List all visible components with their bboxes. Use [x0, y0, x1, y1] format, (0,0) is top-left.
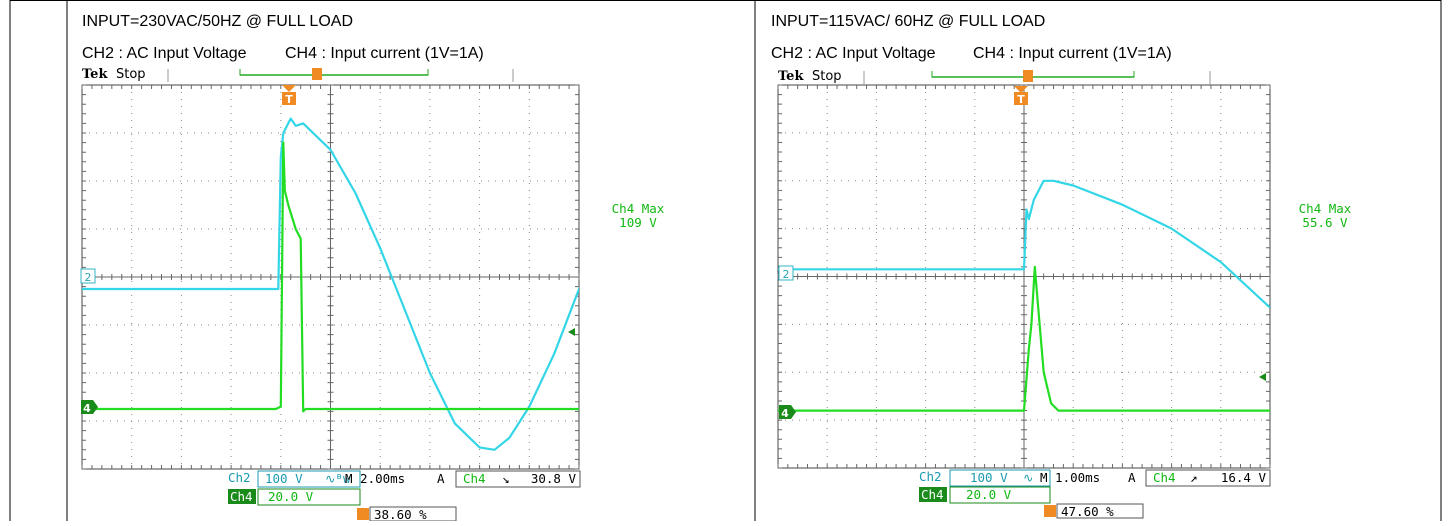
readout-ch4-label: Ch4 — [230, 489, 253, 504]
ch4-ground-marker: 4 — [779, 405, 796, 420]
readout-ch2-coupling: ∿ — [1023, 470, 1033, 485]
readout-timebase: M 1.00ms — [1040, 470, 1100, 485]
record-trigger-marker — [1023, 70, 1033, 82]
readout-timebase: M 2.00ms — [345, 471, 405, 486]
readout-trigger-source: Ch4 — [1153, 470, 1176, 485]
trigger-level-marker — [1259, 373, 1266, 381]
readout-trigpos-icon — [1044, 505, 1056, 517]
panel-subheader-ch2: CH2 : AC Input Voltage — [771, 45, 936, 62]
trigger-level-marker — [568, 328, 575, 336]
readout-ch4-scale: 20.0 V — [268, 489, 314, 504]
readout-trigger-box — [455, 470, 581, 488]
readout-trigger-slope: ↗ — [1190, 470, 1198, 485]
trigger-position-marker: T — [1014, 86, 1028, 106]
readout-ch2-scale: 100 V — [970, 470, 1008, 485]
tek-logo: Tek — [778, 69, 804, 84]
panel-header: INPUT=230VAC/50HZ @ FULL LOAD — [82, 13, 353, 30]
trace-ch4 — [82, 141, 579, 413]
panel-subheader-ch2: CH2 : AC Input Voltage — [82, 45, 247, 62]
trigger-marker-label: T — [1017, 93, 1025, 106]
readout-ch4-label: Ch4 — [921, 487, 944, 502]
plot-area — [81, 84, 580, 470]
acq-state: Stop — [812, 69, 842, 84]
ch4-ground-marker: 4 — [81, 400, 98, 415]
scope-panel-230vac: INPUT=230VAC/50HZ @ FULL LOAD CH2 : AC I… — [80, 13, 665, 522]
readout-ch2-box — [949, 469, 1051, 487]
ch4-marker-label: 4 — [83, 402, 91, 415]
scope-panel-115vac: INPUT=115VAC/ 60HZ @ FULL LOAD CH2 : AC … — [771, 13, 1352, 519]
readout-ch2-label: Ch2 — [919, 469, 942, 484]
measurement-value: 55.6 V — [1302, 215, 1348, 230]
ch4-marker-label: 4 — [781, 407, 789, 420]
acq-state: Stop — [116, 67, 146, 82]
readout-ch2-coupling: ∿ᴮw — [325, 471, 351, 486]
measurement-label: Ch4 Max — [612, 201, 665, 216]
tek-logo: Tek — [82, 67, 108, 82]
readout-trigger-mode: A — [437, 471, 445, 486]
readout-trigger-position: 38.60 % — [374, 507, 427, 521]
readout-trigger-box — [1145, 469, 1271, 487]
ch2-ground-marker: 2 — [778, 265, 794, 281]
plot-area — [777, 84, 1271, 469]
readout-ch4-box — [949, 486, 1051, 504]
record-window-bar — [239, 69, 429, 76]
readout-ch4-badge — [228, 489, 256, 504]
readout-trigpos-box — [1056, 503, 1144, 519]
readout-ch4-badge — [919, 487, 947, 502]
readout-trigger-level: 30.8 V — [531, 471, 577, 486]
ch2-marker-label: 2 — [783, 268, 790, 281]
readout-trigger-mode: A — [1128, 470, 1136, 485]
readout-ch2-label: Ch2 — [228, 470, 251, 485]
readout-panel: Ch2 100 V ∿ M 1.00ms A Ch4 ↗ 16.4 V Ch4 … — [919, 469, 1271, 519]
readout-panel: Ch2 100 V ∿ᴮw M 2.00ms A Ch4 ↘ 30.8 V Ch… — [228, 470, 581, 522]
readout-ch2-box — [257, 470, 361, 488]
readout-trigger-source: Ch4 — [463, 471, 486, 486]
trigger-marker-label: T — [285, 93, 293, 106]
trigger-position-marker: T — [282, 85, 296, 106]
record-trigger-marker — [312, 68, 322, 80]
trace-ch2 — [82, 117, 579, 451]
readout-trigger-slope: ↘ — [502, 471, 510, 486]
readout-ch4-box — [257, 488, 361, 506]
measurement-value: 109 V — [619, 215, 657, 230]
readout-trigpos-icon — [357, 508, 369, 520]
panel-subheader-ch4: CH4 : Input current (1V=1A) — [285, 45, 484, 62]
trace-ch4 — [778, 265, 1270, 412]
readout-trigger-level: 16.4 V — [1221, 470, 1267, 485]
panel-subheader-ch4: CH4 : Input current (1V=1A) — [973, 45, 1172, 62]
ch2-ground-marker: 2 — [80, 268, 96, 284]
readout-trigger-position: 47.60 % — [1061, 504, 1114, 519]
readout-ch4-scale: 20.0 V — [966, 487, 1012, 502]
panel-header: INPUT=115VAC/ 60HZ @ FULL LOAD — [771, 13, 1045, 30]
ch2-marker-label: 2 — [85, 271, 92, 284]
readout-ch2-scale: 100 V — [265, 471, 303, 486]
measurement-label: Ch4 Max — [1299, 201, 1352, 216]
trace-ch2 — [778, 179, 1270, 309]
